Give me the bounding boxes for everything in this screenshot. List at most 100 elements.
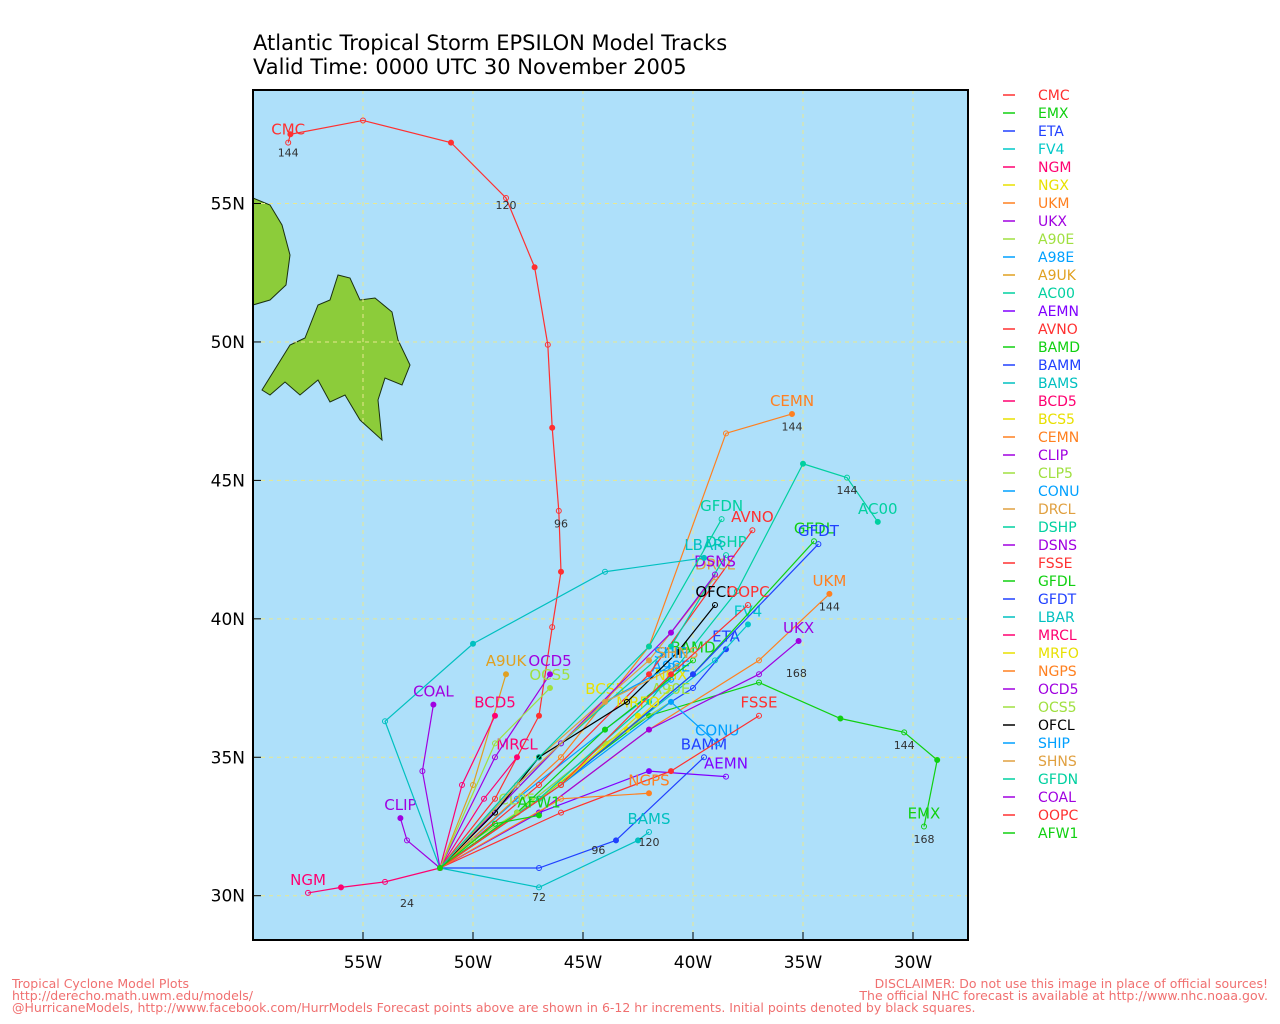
track-point	[701, 754, 707, 761]
track-point	[646, 657, 652, 664]
track-label: BAMS	[627, 810, 670, 828]
legend-label: CEMN	[1038, 430, 1079, 446]
track-point	[646, 643, 652, 650]
legend-label: OCS5	[1038, 700, 1077, 716]
track-line	[439, 673, 551, 869]
track-point	[635, 837, 641, 844]
legend-label: NGX	[1038, 178, 1069, 194]
track-point	[544, 341, 551, 348]
hour-label: 24	[400, 897, 414, 910]
track-line	[439, 529, 753, 869]
hour-label: 144	[894, 739, 915, 752]
track-point	[690, 671, 696, 678]
track-point	[712, 657, 718, 664]
track-point	[470, 781, 476, 788]
x-tick-label: 55W	[344, 953, 383, 973]
track-line	[439, 715, 496, 869]
track-point	[536, 865, 542, 872]
track-label: A9UK	[486, 652, 528, 670]
legend-label: AC00	[1038, 286, 1075, 302]
y-tick-label: 50N	[211, 333, 245, 353]
legend-label: EMX	[1038, 106, 1069, 122]
track-point	[668, 643, 674, 650]
tracks: CMCEMXETAFV4NGMNGXUKMUKXA90EA98EA9UKAC00…	[271, 117, 941, 910]
track-line	[439, 792, 650, 869]
track-line	[439, 687, 551, 869]
track-point	[404, 837, 410, 844]
track-line	[439, 518, 723, 869]
legend-label: OCD5	[1038, 682, 1078, 698]
legend-label: MRCL	[1038, 628, 1077, 644]
track-label: MRCL	[496, 735, 538, 753]
track-point	[602, 726, 608, 733]
track-point	[382, 878, 388, 885]
track-point	[795, 637, 802, 644]
track-label: UKX	[783, 619, 814, 637]
track-label: GFDL	[794, 519, 835, 537]
track-point	[536, 712, 542, 719]
track-line	[439, 831, 650, 889]
chart-title: Atlantic Tropical Storm EPSILON Model Tr…	[253, 31, 727, 55]
hour-label: 120	[496, 199, 517, 212]
track-point	[536, 884, 542, 891]
x-tick-label: 50W	[454, 953, 493, 973]
track-line	[399, 818, 441, 869]
track-point	[723, 773, 729, 780]
track-line	[439, 604, 716, 869]
track-point	[756, 712, 762, 719]
legend-label: DSHP	[1038, 520, 1077, 536]
track-line	[439, 463, 879, 869]
track-point	[536, 781, 542, 788]
hour-label: 120	[639, 836, 660, 849]
track-label: BAMM	[681, 735, 727, 753]
track-point	[558, 740, 564, 747]
legend-label: SHNS	[1038, 754, 1077, 770]
track-point	[503, 194, 509, 201]
track-label: GFDT	[798, 522, 840, 540]
track-point	[419, 768, 426, 775]
hour-label: 168	[914, 833, 935, 846]
track-point	[837, 715, 844, 722]
legend-label: OFCL	[1038, 718, 1075, 734]
track-line	[440, 756, 705, 869]
legend-label: BCS5	[1038, 412, 1075, 428]
track-label: OFCL	[695, 583, 735, 601]
legend-label: CMC	[1038, 88, 1070, 104]
legend-label: FSSE	[1038, 556, 1072, 572]
track-line	[439, 659, 694, 869]
track-point	[723, 552, 729, 559]
track-label: COAL	[413, 683, 454, 701]
track-point	[718, 516, 725, 523]
track-point	[756, 679, 762, 686]
track-point	[470, 837, 476, 844]
track-point	[492, 809, 498, 816]
legend-label: GFDT	[1038, 592, 1077, 608]
legend-label: CONU	[1038, 484, 1080, 500]
track-point	[800, 460, 806, 467]
track-label: NGM	[290, 871, 326, 889]
track-label: UKM	[813, 572, 847, 590]
track-point	[826, 590, 833, 597]
legend-label: GFDN	[1038, 772, 1078, 788]
track-point	[646, 768, 652, 775]
track-point	[646, 790, 652, 797]
track-point	[646, 671, 652, 678]
legend-label: DSNS	[1038, 538, 1077, 554]
legend-label: BAMS	[1038, 376, 1078, 392]
track-point	[934, 757, 941, 764]
legend-label: AFW1	[1038, 826, 1078, 842]
track-point	[756, 657, 762, 664]
y-tick-label: 35N	[211, 748, 245, 768]
track-point	[668, 671, 674, 678]
legend-label: ETA	[1038, 124, 1064, 140]
track-point	[815, 541, 822, 548]
hour-label: 96	[591, 844, 605, 857]
track-point	[448, 139, 454, 146]
legend-label: CLIP	[1038, 448, 1068, 464]
track-point	[646, 698, 652, 705]
track-point	[756, 671, 762, 678]
track-point	[901, 729, 908, 736]
track-point	[602, 568, 608, 575]
legend-label: A9UK	[1038, 268, 1077, 284]
hour-label: 168	[786, 667, 807, 680]
